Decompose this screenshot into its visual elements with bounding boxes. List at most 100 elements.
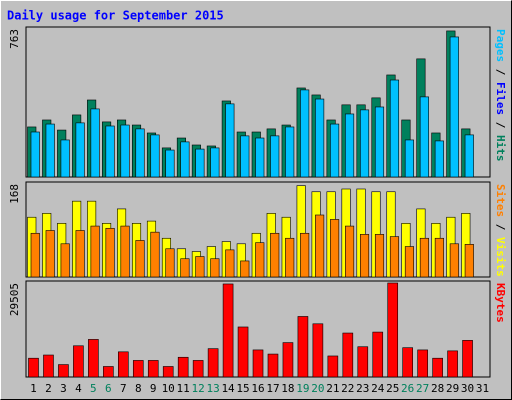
- bar: [345, 225, 355, 278]
- bar: [88, 339, 99, 378]
- x-tick-label: 7: [120, 382, 127, 395]
- axis-label-part: Sites: [494, 184, 507, 217]
- bar: [464, 244, 474, 278]
- bar: [120, 225, 130, 278]
- bar: [270, 135, 280, 178]
- bar: [75, 122, 85, 178]
- bar: [252, 349, 264, 378]
- x-tick-label: 4: [75, 382, 82, 395]
- bar: [165, 248, 175, 278]
- bar: [282, 342, 294, 378]
- axis-label-part: /: [494, 62, 507, 82]
- x-tick-label: 24: [371, 382, 385, 395]
- bar: [327, 355, 339, 378]
- bar: [300, 232, 310, 278]
- bar: [28, 357, 39, 378]
- bar: [75, 230, 85, 278]
- x-tick-label: 6: [105, 382, 112, 395]
- x-tick-label: 29: [446, 382, 459, 395]
- bar: [374, 234, 385, 278]
- bar: [105, 227, 115, 278]
- x-tick-label: 2: [45, 382, 52, 395]
- bar: [45, 230, 55, 278]
- bar: [135, 128, 145, 178]
- axis-label-part: /: [494, 115, 507, 135]
- bar: [192, 360, 204, 378]
- bar: [359, 234, 370, 278]
- bar: [45, 123, 55, 178]
- bar: [195, 148, 205, 178]
- bar: [90, 225, 100, 278]
- bar: [210, 147, 220, 178]
- bar: [389, 236, 400, 278]
- bar: [462, 340, 473, 378]
- axis-label-part: Pages: [494, 29, 507, 62]
- x-tick-label: 25: [386, 382, 399, 395]
- bar: [389, 79, 400, 178]
- bar: [315, 98, 325, 178]
- x-tick-label: 22: [341, 382, 354, 395]
- bar: [285, 126, 295, 178]
- x-tick-label: 5: [90, 382, 97, 395]
- bar: [255, 242, 265, 278]
- bar: [434, 140, 444, 178]
- chart-title: Daily usage for September 2015: [7, 9, 224, 23]
- bar: [210, 258, 220, 278]
- bar: [60, 243, 70, 278]
- bar: [58, 364, 69, 378]
- bar: [404, 139, 414, 178]
- bar: [270, 232, 280, 278]
- bar: [118, 351, 129, 378]
- bar: [237, 326, 249, 378]
- bar: [330, 123, 340, 178]
- x-tick-label: 20: [311, 382, 324, 395]
- bar: [464, 134, 474, 178]
- bar: [255, 137, 265, 178]
- bar: [135, 240, 145, 278]
- bar: [43, 354, 54, 378]
- axis-label: Sites / Visits: [494, 184, 507, 277]
- axis-label-part: KBytes: [494, 283, 507, 323]
- bar: [225, 103, 235, 178]
- axis-label-part: Visits: [494, 237, 507, 277]
- x-tick-label: 3: [60, 382, 67, 395]
- axis-label-part: /: [494, 217, 507, 237]
- axis-label: KBytes: [494, 283, 507, 323]
- bar: [207, 348, 219, 378]
- bar: [402, 347, 413, 378]
- axis-label-part: Hits: [494, 135, 507, 162]
- x-tick-label: 26: [401, 382, 414, 395]
- x-tick-label: 13: [206, 382, 219, 395]
- bar: [225, 249, 235, 278]
- x-tick-label: 21: [326, 382, 339, 395]
- x-tick-label: 31: [476, 382, 489, 395]
- bar: [447, 350, 458, 378]
- x-tick-label: 18: [281, 382, 294, 395]
- bar: [240, 260, 250, 278]
- x-tick-label: 1: [30, 382, 37, 395]
- y-tick-label: 763: [8, 29, 21, 49]
- bar: [30, 131, 40, 178]
- bar: [222, 283, 234, 378]
- bar: [180, 258, 190, 278]
- x-tick-label: 30: [461, 382, 474, 395]
- axis-label-part: Files: [494, 82, 507, 115]
- x-tick-label: 10: [162, 382, 175, 395]
- bar: [312, 323, 324, 378]
- bar: [103, 366, 114, 378]
- bar: [357, 346, 369, 378]
- bar: [345, 113, 355, 178]
- bar: [180, 141, 190, 178]
- bar: [417, 349, 428, 378]
- bar: [147, 360, 159, 378]
- x-tick-label: 12: [192, 382, 205, 395]
- x-tick-label: 17: [266, 382, 279, 395]
- y-tick-label: 29505: [8, 283, 21, 316]
- bar: [404, 246, 414, 278]
- bar: [195, 256, 205, 278]
- bar: [315, 214, 325, 278]
- x-tick-label: 8: [135, 382, 142, 395]
- bar: [120, 124, 130, 178]
